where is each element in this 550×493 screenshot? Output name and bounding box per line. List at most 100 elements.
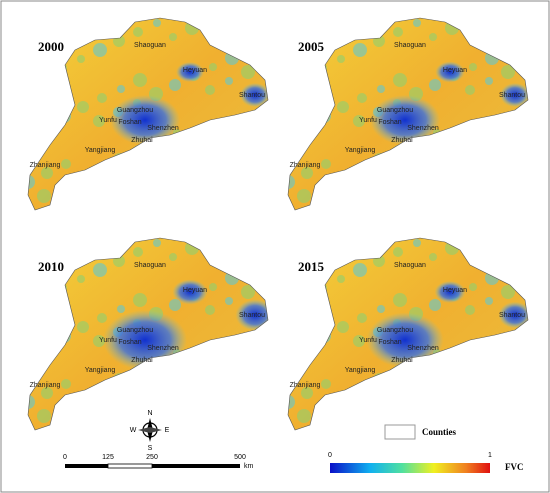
- scale-tick-label: 250: [146, 454, 158, 461]
- vegetation-patch: [389, 167, 403, 181]
- vegetation-patch: [429, 151, 439, 161]
- scale-bar: [65, 463, 240, 469]
- vegetation-patch: [189, 409, 201, 421]
- vegetation-patch: [41, 387, 53, 399]
- city-label: Shaoguan: [394, 42, 426, 49]
- city-label: Zhanjiang: [30, 162, 61, 169]
- urban-area: [366, 312, 444, 368]
- vegetation-patch: [297, 189, 311, 203]
- vegetation-patch: [61, 159, 71, 169]
- vegetation-patch: [209, 63, 217, 71]
- vegetation-patch: [317, 109, 331, 123]
- city-label: Zhuhai: [131, 357, 153, 364]
- vegetation-patch: [485, 297, 493, 305]
- urban-area: [176, 62, 204, 82]
- vegetation-patch: [241, 65, 255, 79]
- vegetation-patch: [93, 43, 107, 57]
- city-label: Shenzhen: [147, 345, 179, 352]
- vegetation-patch: [169, 253, 177, 261]
- vegetation-patch: [485, 415, 495, 425]
- fvc-colorbar: [330, 463, 490, 473]
- vegetation-patch: [501, 357, 513, 369]
- scale-tick-label: 500: [234, 454, 246, 461]
- vegetation-patch: [225, 77, 233, 85]
- city-label: Heyuan: [183, 287, 207, 294]
- vegetation-patch: [169, 197, 183, 210]
- urban-area: [435, 61, 465, 83]
- vegetation-patch: [77, 101, 89, 113]
- vegetation-patch: [28, 18, 29, 19]
- vegetation-patch: [353, 263, 367, 277]
- vegetation-patch: [113, 373, 127, 387]
- vegetation-patch: [353, 43, 367, 57]
- province-outline: [287, 17, 529, 211]
- city-label: Shantou: [499, 92, 525, 99]
- map-panel: 2005 Shaoguan Heyuan Shantou Guangzhou Foshan…: [287, 17, 529, 211]
- vegetation-patch: [288, 327, 293, 335]
- vegetation-patch: [225, 343, 237, 355]
- vegetation-patch: [97, 313, 107, 323]
- vegetation-patch: [357, 241, 369, 253]
- legend-label: FVC: [505, 462, 524, 472]
- vegetation-patch: [429, 33, 437, 41]
- vegetation-patch: [465, 131, 479, 145]
- vegetation-patch: [153, 239, 161, 247]
- urban-area: [434, 281, 466, 303]
- vegetation-patch: [337, 173, 347, 183]
- city-label: Zhuhai: [391, 357, 413, 364]
- vegetation-patch: [449, 143, 457, 151]
- vegetation-patch: [169, 299, 181, 311]
- vegetation-patch: [288, 238, 289, 239]
- urban-area: [240, 83, 268, 107]
- vegetation-patch: [337, 249, 351, 263]
- map-panel: 2000 Shaoguan Heyuan Shantou Guangzhou Foshan…: [27, 17, 269, 211]
- vegetation-patch: [485, 51, 499, 65]
- city-label: Foshan: [378, 339, 401, 346]
- vegetation-patch: [117, 85, 125, 93]
- vegetation-patch: [288, 277, 293, 289]
- urban-area: [500, 83, 528, 107]
- vegetation-patch: [301, 315, 315, 329]
- vegetation-patch: [41, 121, 49, 129]
- vegetation-patch: [209, 181, 219, 191]
- compass: N S W E: [130, 410, 170, 452]
- scale-tick-label: 125: [102, 454, 114, 461]
- city-label: Shantou: [499, 312, 525, 319]
- city-label: Shenzhen: [407, 345, 439, 352]
- vegetation-patch: [393, 293, 407, 307]
- vegetation-patch: [297, 409, 311, 423]
- vegetation-patch: [413, 137, 423, 147]
- map-panel: 2010 Shaoguan Heyuan Shantou Guangzhou Foshan…: [27, 237, 269, 431]
- year-label: 2010: [38, 259, 64, 274]
- vegetation-patch: [288, 175, 295, 189]
- vegetation-patch: [225, 195, 235, 205]
- year-label: 2000: [38, 39, 64, 54]
- city-label: Yunfu: [359, 117, 377, 124]
- vegetation-patch: [245, 263, 257, 275]
- vegetation-patch: [393, 27, 403, 37]
- vegetation-patch: [153, 357, 163, 367]
- vegetation-patch: [377, 85, 385, 93]
- vegetation-patch: [93, 335, 105, 347]
- city-label: Zhanjiang: [290, 162, 321, 169]
- vegetation-patch: [485, 195, 495, 205]
- vegetation-patch: [169, 151, 179, 161]
- scale-unit: km: [244, 463, 254, 470]
- vegetation-patch: [129, 167, 143, 181]
- vegetation-patch: [28, 395, 35, 409]
- vegetation-patch: [373, 373, 387, 387]
- vegetation-patch: [393, 247, 403, 257]
- city-label: Shantou: [239, 312, 265, 319]
- vegetation-patch: [241, 285, 255, 299]
- vegetation-patch: [429, 299, 441, 311]
- vegetation-patch: [113, 35, 125, 47]
- vegetation-patch: [153, 19, 161, 27]
- vegetation-patch: [28, 327, 33, 335]
- scale-tick-label: 0: [63, 454, 67, 461]
- vegetation-patch: [449, 363, 457, 371]
- city-label: Guangzhou: [117, 107, 153, 114]
- vegetation-patch: [429, 371, 439, 381]
- city-label: Yunfu: [99, 337, 117, 344]
- compass-w: W: [130, 427, 137, 434]
- vegetation-patch: [28, 349, 31, 359]
